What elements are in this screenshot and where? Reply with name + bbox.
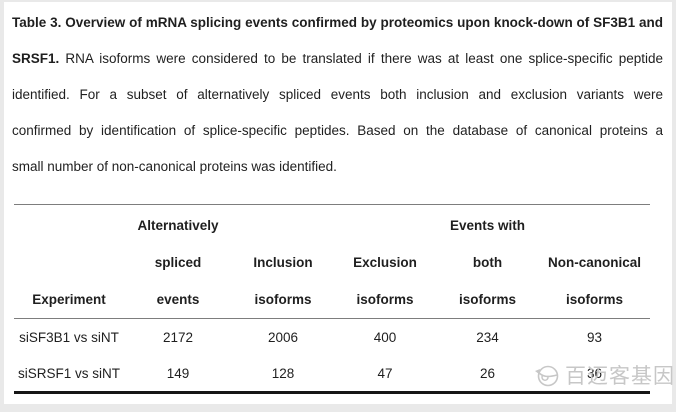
- header-line: Events with: [449, 218, 525, 233]
- document-page: Table 3. Overview of mRNA splicing event…: [4, 2, 672, 404]
- header-line: Inclusion: [253, 255, 313, 270]
- column-header-events-with-both-isoforms: Events with both isoforms: [436, 204, 539, 319]
- header-line: both: [472, 255, 503, 270]
- table-row-sisrsf1: siSRSF1 vs siNT 149 128 47 26 36: [14, 355, 650, 394]
- cell-both-isoforms: 26: [436, 355, 539, 394]
- cell-both-isoforms: 234: [476, 329, 499, 345]
- caption-text: RNA isoforms were considered to be trans…: [59, 51, 663, 66]
- header-line: Exclusion: [353, 255, 417, 270]
- header-line: Non-canonical: [547, 255, 641, 270]
- caption-line-1: Table 3. Overview of mRNA splicing event…: [12, 5, 663, 41]
- cell-inclusion-isoforms: 128: [232, 355, 334, 394]
- header-line: events: [156, 292, 200, 307]
- caption-text: confirmed by identification of splice-sp…: [12, 123, 663, 138]
- column-header-experiment: Experiment: [14, 204, 124, 319]
- caption-line-4: confirmed by identification of splice-sp…: [12, 113, 663, 149]
- header-line: isoforms: [254, 292, 312, 307]
- caption-line-2: SRSF1. RNA isoforms were considered to b…: [12, 41, 663, 77]
- table-row-sisf3b1: siSF3B1 vs siNT 2172 2006 400 234 93: [14, 319, 650, 356]
- cell-inclusion-isoforms: 2006: [267, 329, 299, 345]
- header-line: [14, 207, 124, 244]
- column-header-non-canonical-isoforms: Non-canonical isoforms: [539, 204, 650, 319]
- cell-non-canonical-isoforms: 36: [539, 355, 650, 394]
- table-header-row: Experiment Alternatively spliced events …: [14, 204, 650, 319]
- cell-alt-spliced-events: 2172: [162, 329, 194, 345]
- header-line: isoforms: [458, 292, 516, 307]
- cell-exclusion-isoforms: 400: [373, 329, 397, 345]
- splicing-events-table: Experiment Alternatively spliced events …: [14, 204, 650, 394]
- cell-non-canonical-isoforms: 93: [586, 329, 603, 345]
- caption-text: identified. For a subset of alternativel…: [12, 87, 663, 102]
- header-line: Alternatively: [137, 218, 219, 233]
- column-header-exclusion-isoforms: Exclusion isoforms: [334, 204, 436, 319]
- cell-exclusion-isoforms: 47: [334, 355, 436, 394]
- header-line: spliced: [154, 255, 202, 270]
- cell-experiment: siSF3B1 vs siNT: [19, 329, 119, 345]
- header-line: [232, 207, 334, 244]
- column-header-inclusion-isoforms: Inclusion isoforms: [232, 204, 334, 319]
- header-line: [334, 207, 436, 244]
- cell-alt-spliced-events: 149: [124, 355, 232, 394]
- header-line: isoforms: [565, 292, 623, 307]
- header-line: Experiment: [32, 292, 106, 307]
- caption-line-3: identified. For a subset of alternativel…: [12, 77, 663, 113]
- header-line: [14, 244, 124, 281]
- caption-title-bold: Table 3. Overview of mRNA splicing event…: [12, 15, 663, 30]
- caption-text: small number of non-canonical proteins w…: [12, 159, 337, 174]
- caption-title-bold: SRSF1.: [12, 51, 60, 66]
- caption-line-5: small number of non-canonical proteins w…: [12, 149, 663, 185]
- header-line: isoforms: [356, 292, 414, 307]
- table-caption: Table 3. Overview of mRNA splicing event…: [12, 5, 663, 185]
- header-line: [539, 207, 650, 244]
- column-header-alternatively-spliced-events: Alternatively spliced events: [124, 204, 232, 319]
- cell-experiment: siSRSF1 vs siNT: [14, 355, 124, 394]
